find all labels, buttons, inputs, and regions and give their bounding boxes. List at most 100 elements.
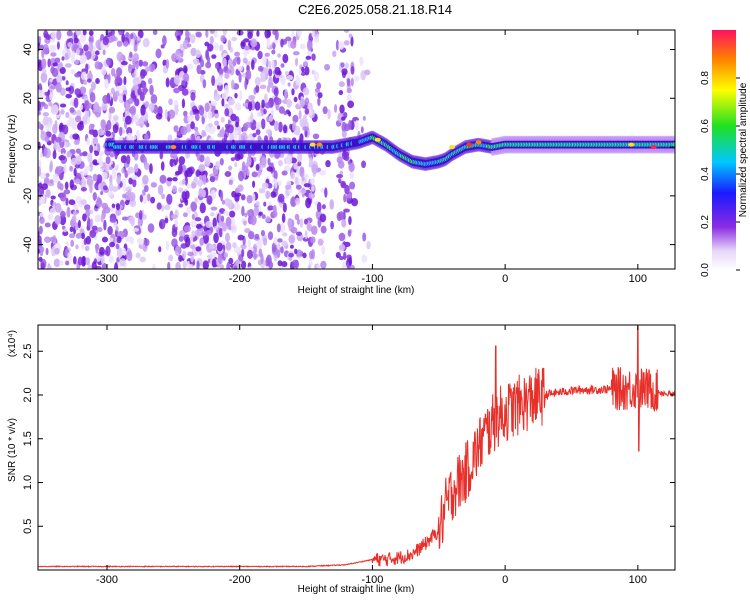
- heatmap-cell: [100, 119, 107, 129]
- heatmap-cell: [109, 241, 116, 248]
- heatmap-cell: [247, 266, 254, 269]
- heatmap-cell: [223, 210, 228, 215]
- heatmap-cell: [320, 260, 327, 269]
- heatmap-cell: [349, 264, 355, 269]
- heatmap-cell: [56, 41, 60, 50]
- heatmap-cell: [205, 229, 212, 236]
- heatmap-cell: [215, 160, 221, 170]
- heatmap-cell: [85, 257, 91, 266]
- x-tick-label: 100: [629, 273, 647, 285]
- heatmap-cell: [45, 247, 49, 256]
- heatmap-cell: [127, 63, 133, 74]
- heatmap-cell: [119, 126, 123, 137]
- heatmap-cell: [190, 91, 196, 101]
- heatmap-cell: [79, 86, 87, 95]
- heatmap-cell: [322, 106, 328, 115]
- heatmap-cell: [161, 193, 166, 200]
- heatmap-cell: [217, 125, 221, 130]
- heatmap-cell: [205, 61, 212, 69]
- heatmap-cell: [242, 57, 248, 64]
- heatmap-cell: [38, 111, 42, 116]
- heatmap-cell: [59, 66, 66, 75]
- y-tick-label: 40: [22, 43, 34, 55]
- heatmap-cell: [187, 115, 194, 123]
- heatmap-cell: [274, 178, 278, 189]
- heatmap-cell: [128, 51, 133, 58]
- heatmap-cell: [181, 98, 186, 109]
- heatmap-cell: [244, 79, 248, 90]
- heatmap-cell: [70, 239, 75, 247]
- heatmap-cell: [122, 90, 127, 96]
- heatmap-cell: [44, 136, 50, 143]
- heatmap-cell: [131, 72, 136, 78]
- heatmap-cell: [68, 233, 76, 239]
- heatmap-cell: [121, 216, 129, 221]
- heatmap-cell: [92, 173, 98, 182]
- heatmap-cell: [99, 160, 104, 168]
- heatmap-cell: [242, 165, 249, 173]
- heatmap-cell: [301, 66, 305, 73]
- heatmap-cell: [250, 59, 255, 71]
- heatmap-cell: [338, 89, 344, 96]
- heatmap-cell: [199, 202, 206, 214]
- heatmap-cell: [185, 30, 189, 39]
- x-tick-label: 0: [502, 273, 508, 285]
- heatmap-cell: [280, 38, 284, 48]
- heatmap-cell: [120, 155, 128, 164]
- heatmap-cell: [296, 30, 302, 37]
- heatmap-cell: [265, 265, 270, 269]
- heatmap-cell: [261, 99, 265, 109]
- heatmap-cell: [120, 60, 128, 66]
- heatmap-cell: [288, 252, 294, 258]
- heatmap-cell: [361, 160, 367, 169]
- heatmap-cell: [302, 126, 309, 132]
- heatmap-cell: [77, 122, 84, 131]
- heatmap-cell: [271, 49, 276, 55]
- heatmap-cell: [196, 152, 201, 161]
- heatmap-cell: [115, 208, 122, 216]
- heatmap-cell: [229, 210, 236, 218]
- heatmap-cell: [73, 97, 79, 108]
- heatmap-cell: [105, 57, 112, 66]
- heatmap-cell: [287, 100, 293, 106]
- heatmap-cell: [239, 90, 243, 101]
- heatmap-cell: [196, 64, 202, 75]
- heatmap-cell: [159, 174, 167, 184]
- heatmap-cell: [45, 172, 50, 178]
- heatmap-cell: [359, 56, 364, 66]
- heatmap-cell: [320, 225, 327, 234]
- heatmap-cell: [350, 66, 355, 75]
- heatmap-cell: [111, 168, 117, 180]
- heatmap-cell: [238, 72, 242, 83]
- heatmap-cell: [59, 103, 67, 108]
- heatmap-cell: [252, 132, 257, 138]
- heatmap-cell: [341, 68, 348, 76]
- heatmap-cell: [299, 43, 306, 50]
- heatmap-cell: [195, 223, 203, 229]
- heatmap-cell: [224, 108, 230, 117]
- heatmap-cell: [350, 35, 354, 47]
- heatmap-cell: [108, 106, 116, 114]
- heatmap-cell: [115, 85, 122, 93]
- heatmap-cell: [303, 218, 308, 225]
- heatmap-cell: [62, 228, 68, 233]
- heatmap-cell: [49, 236, 56, 242]
- heatmap-cell: [210, 212, 215, 217]
- heatmap-cell: [290, 226, 298, 234]
- heatmap-cell: [66, 120, 73, 127]
- heatmap-cell: [255, 163, 260, 171]
- heatmap-cell: [340, 62, 345, 68]
- heatmap-cell: [237, 170, 245, 182]
- heatmap-cell: [206, 195, 213, 205]
- heatmap-cell: [39, 152, 43, 158]
- heatmap-cell: [155, 113, 163, 120]
- heatmap-cell: [208, 122, 213, 128]
- heatmap-cell: [165, 241, 170, 251]
- heatmap-cell: [59, 260, 64, 266]
- heatmap-cell: [79, 104, 84, 111]
- heatmap-cell: [341, 130, 347, 138]
- heatmap-cell: [263, 201, 267, 207]
- heatmap-cell: [75, 148, 81, 154]
- heatmap-cell: [194, 113, 200, 122]
